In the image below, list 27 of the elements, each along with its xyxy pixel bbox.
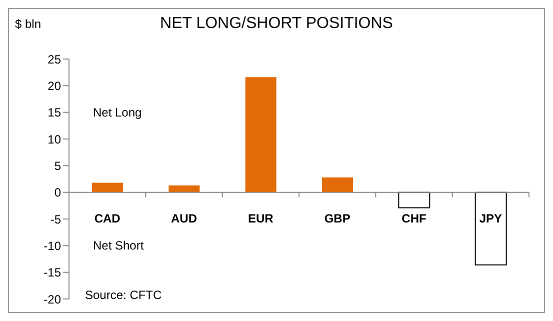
bar	[474, 192, 507, 266]
annotation: Net Long	[93, 105, 142, 120]
y-tick-label: -5	[50, 212, 62, 226]
y-tick-label: 15	[48, 106, 62, 120]
y-tick-label: 20	[48, 78, 62, 93]
bar	[398, 192, 430, 208]
x-tick-label: CAD	[94, 211, 121, 226]
y-tick-label: -10	[44, 238, 62, 253]
x-tick-label: CHF	[402, 211, 426, 226]
bar	[322, 177, 353, 192]
annotation: Net Short	[93, 238, 144, 253]
chart-title: NET LONG/SHORT POSITIONS	[160, 15, 393, 32]
x-tick-label: GBP	[324, 211, 350, 226]
x-tick-label: AUD	[171, 211, 198, 226]
x-tick-label: EUR	[248, 211, 274, 226]
bar	[168, 185, 200, 192]
y-tick-label: 5	[54, 158, 62, 173]
y-tick-label: -15	[44, 266, 62, 280]
y-tick-label: 0	[54, 186, 62, 200]
bar	[245, 77, 276, 192]
y-tick-label: 10	[48, 132, 62, 146]
annotation: Source: CFTC	[85, 288, 162, 302]
y-tick-label: 25	[48, 52, 62, 66]
y-tick-label: -20	[44, 292, 62, 306]
bar	[92, 182, 123, 192]
x-tick-label: JPY	[479, 211, 502, 226]
y-axis-title: $ bln	[15, 17, 42, 31]
